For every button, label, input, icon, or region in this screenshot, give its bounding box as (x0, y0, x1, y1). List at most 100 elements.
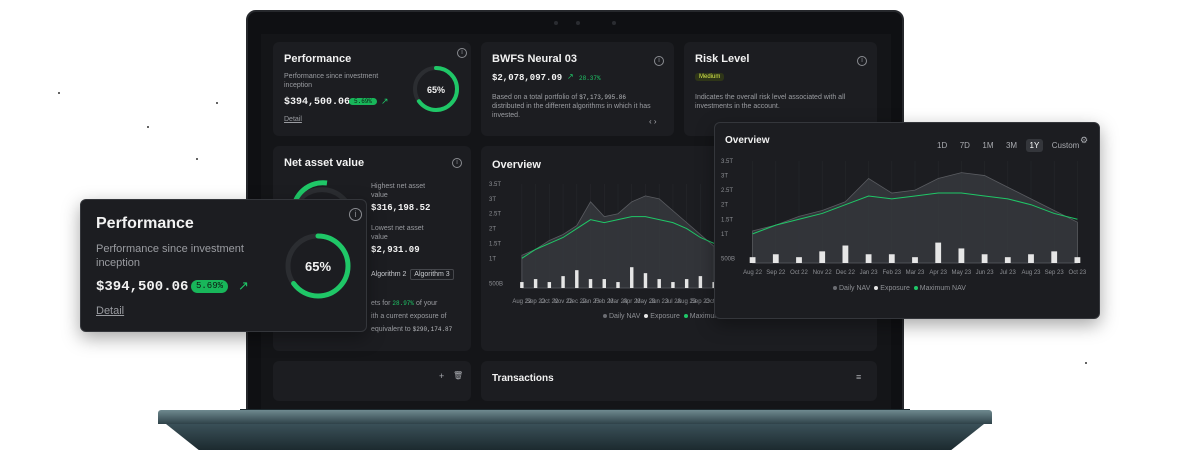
x-tick-label: Oct 22 (790, 270, 808, 276)
laptop-base-bottom (166, 424, 984, 450)
x-tick-label: Jun 23 (650, 299, 669, 305)
detail-link[interactable]: Detail (96, 305, 125, 317)
bwfs-value: $2,078,097.09 (492, 73, 563, 83)
legend-label: Daily NAV (609, 313, 641, 320)
decor-dot (216, 102, 218, 104)
laptop-lid: Performance i Performance since investme… (246, 10, 904, 412)
lowest-label: Lowest net asset value (371, 225, 424, 241)
nav-text-amount: $290,174.87 (412, 326, 453, 333)
gauge-label: 65% (427, 85, 445, 95)
info-icon[interactable]: i (857, 56, 867, 66)
performance-value: $394,500.06 (284, 97, 351, 108)
x-tick-label: Apr 23 (929, 270, 947, 276)
x-tick-label: Oct 23 (1069, 270, 1087, 276)
actions-card: + 🗑 (273, 361, 471, 401)
legend-dot (683, 314, 688, 319)
y-tick-label: 3.5T (489, 182, 501, 188)
exposure-bar (1028, 254, 1034, 263)
legend-dot (603, 314, 607, 319)
x-tick-label: Dec 22 (836, 270, 856, 276)
range-tab[interactable]: 7D (959, 141, 970, 150)
card-title: BWFS Neural 03 (492, 53, 577, 65)
nav-text-pct: 28.97% (392, 300, 415, 307)
x-tick-label: Sep 23 (1045, 270, 1065, 276)
exposure-bar (888, 254, 895, 263)
range-tab[interactable]: 1M (982, 141, 994, 150)
range-tab[interactable]: 1Y (1025, 139, 1044, 152)
info-icon[interactable]: i (349, 208, 362, 221)
bwfs-description: Based on a total portfolio of $7,173,995… (492, 93, 656, 120)
range-tab[interactable]: 3M (1005, 141, 1018, 150)
y-tick-label: 3T (489, 197, 496, 203)
filter-icon[interactable]: ≡ (856, 372, 862, 382)
exposure-bar (935, 242, 942, 263)
exposure-bar (602, 279, 606, 288)
legend-label: Exposure (880, 285, 910, 292)
exposure-bar (684, 279, 689, 288)
highest-value: $316,198.52 (371, 203, 431, 213)
range-tab[interactable]: Custom (1051, 141, 1080, 150)
decor-dot (58, 92, 60, 94)
y-tick-label: 1.5T (489, 241, 501, 247)
performance-badge: 5.69% (349, 98, 378, 105)
desc-text: Based on a total portfolio of (492, 94, 578, 101)
nav-text-c: ith a current exposure of (371, 313, 447, 320)
exposure-bar (588, 279, 593, 288)
risk-description: Indicates the overall risk level associa… (695, 94, 846, 110)
exposure-bar (772, 254, 779, 263)
x-tick-label: Oct 22 (540, 299, 558, 305)
card-title: Risk Level (695, 53, 750, 65)
risk-card: Risk Level i Medium Indicates the overal… (684, 42, 877, 136)
add-icon[interactable]: + (439, 371, 445, 381)
performance-card: Performance i Performance since investme… (273, 42, 471, 136)
performance-value: $394,500.06 (96, 279, 189, 295)
trash-icon[interactable]: 🗑 (453, 371, 464, 380)
settings-gear-icon[interactable]: ⚙ (1080, 135, 1089, 145)
camera-dot (576, 21, 580, 25)
x-tick-label: Jul 23 (1000, 270, 1017, 276)
series-maximum-nav (521, 216, 715, 259)
legend-label: Maximum NAV (689, 313, 736, 320)
exposure-bar (819, 251, 826, 263)
x-tick-label: Nov 22 (813, 270, 833, 276)
x-tick-label: Sep 22 (526, 299, 546, 305)
exposure-bar (1004, 257, 1011, 263)
performance-floating-card: Performance i Performance since investme… (80, 199, 367, 332)
laptop-base (158, 410, 992, 424)
exposure-bar (842, 245, 849, 263)
detail-link[interactable]: Detail (284, 116, 302, 123)
info-icon[interactable]: i (452, 158, 462, 168)
x-tick-label: Feb 23 (882, 270, 901, 276)
x-tick-label: Aug 23 (1021, 270, 1041, 276)
range-tab[interactable]: 1D (937, 141, 948, 150)
x-tick-label: Aug 22 (512, 299, 532, 305)
overview-chart: 500B 1T 1.5T 2T 2.5T 3T 3.5T Aug 22 Sep 22 Oct 22… (721, 159, 1087, 276)
exposure-bar (671, 282, 675, 288)
exposure-bar (912, 257, 918, 263)
nav-text-a: ets for (371, 300, 391, 307)
card-title: Transactions (492, 373, 554, 384)
desc-amount: $7,173,995.86 (579, 94, 626, 101)
risk-badge: Medium (695, 73, 725, 81)
algorithm-tabs: Algorithm 2 Algorithm 3 (371, 269, 454, 280)
info-icon[interactable]: i (654, 56, 664, 66)
legend-dot (644, 314, 649, 319)
x-tick-label: Feb 23 (595, 299, 614, 305)
transactions-card: Transactions ≡ (481, 361, 877, 401)
legend-label: Maximum NAV (919, 285, 966, 292)
card-subtitle: Performance since investment inception (284, 73, 379, 89)
nav-text-d: equivalent to (371, 326, 411, 333)
legend-label: Daily NAV (839, 285, 871, 292)
tab-algorithm-2[interactable]: Algorithm 2 (371, 271, 407, 278)
carousel-arrows[interactable]: ‹ › (649, 117, 657, 126)
card-title: Performance (96, 215, 194, 232)
x-tick-label: May 23 (636, 299, 656, 305)
x-tick-label: Aug 23 (677, 299, 697, 305)
exposure-bar (547, 282, 552, 288)
trend-up-icon: ↗ (381, 96, 389, 106)
decor-dot (147, 126, 149, 128)
tab-algorithm-3[interactable]: Algorithm 3 (410, 269, 454, 280)
x-tick-label: Jan 23 (860, 270, 879, 276)
info-icon[interactable]: i (457, 48, 467, 58)
overview-floating-card: Overview 1D 7D 1M 3M 1Y Custom ⚙ 500B 1T 1… (714, 122, 1100, 319)
